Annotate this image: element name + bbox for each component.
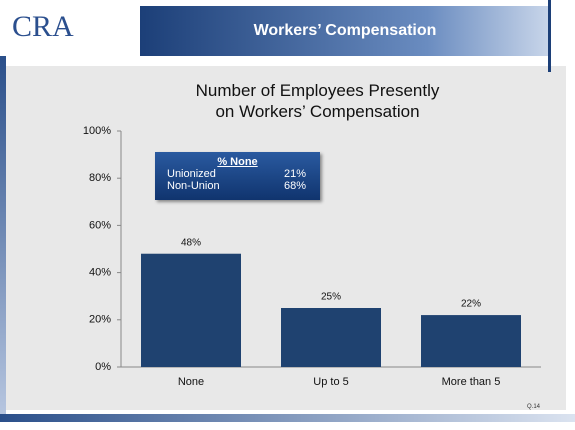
logo: CRA <box>12 10 74 43</box>
y-tick-label: 20% <box>89 314 111 326</box>
inset-row: Non-Union 68% <box>155 180 320 192</box>
data-label: 48% <box>181 237 201 248</box>
side-bar <box>0 56 6 416</box>
bar <box>421 315 521 367</box>
chart-title: Number of Employees Presently on Workers… <box>195 81 440 121</box>
data-label: 25% <box>321 292 341 303</box>
inset-box: % None Unionized 21% Non-Union 68% <box>155 152 320 200</box>
y-tick-label: 0% <box>95 361 111 373</box>
y-tick-label: 80% <box>89 172 111 184</box>
inset-value: 68% <box>283 180 306 192</box>
x-tick-label: Up to 5 <box>313 376 348 388</box>
inset-label: Unionized <box>167 168 216 180</box>
x-tick-label: None <box>178 376 204 388</box>
y-tick-label: 40% <box>89 267 111 279</box>
y-tick-label: 60% <box>89 219 111 231</box>
inset-title: % None <box>217 156 258 168</box>
header-title: Workers’ Compensation <box>140 6 550 56</box>
divider <box>548 0 551 72</box>
x-tick-label: More than 5 <box>442 376 501 388</box>
inset-row: Unionized 21% <box>155 168 320 180</box>
bar <box>141 253 241 367</box>
bottom-bar <box>0 414 575 422</box>
inset-label: Non-Union <box>167 180 220 192</box>
y-tick-label: 100% <box>83 125 111 137</box>
inset-value: 21% <box>283 168 306 180</box>
bar <box>281 308 381 367</box>
data-label: 22% <box>461 299 481 310</box>
footnote: Q.14 <box>527 404 541 410</box>
